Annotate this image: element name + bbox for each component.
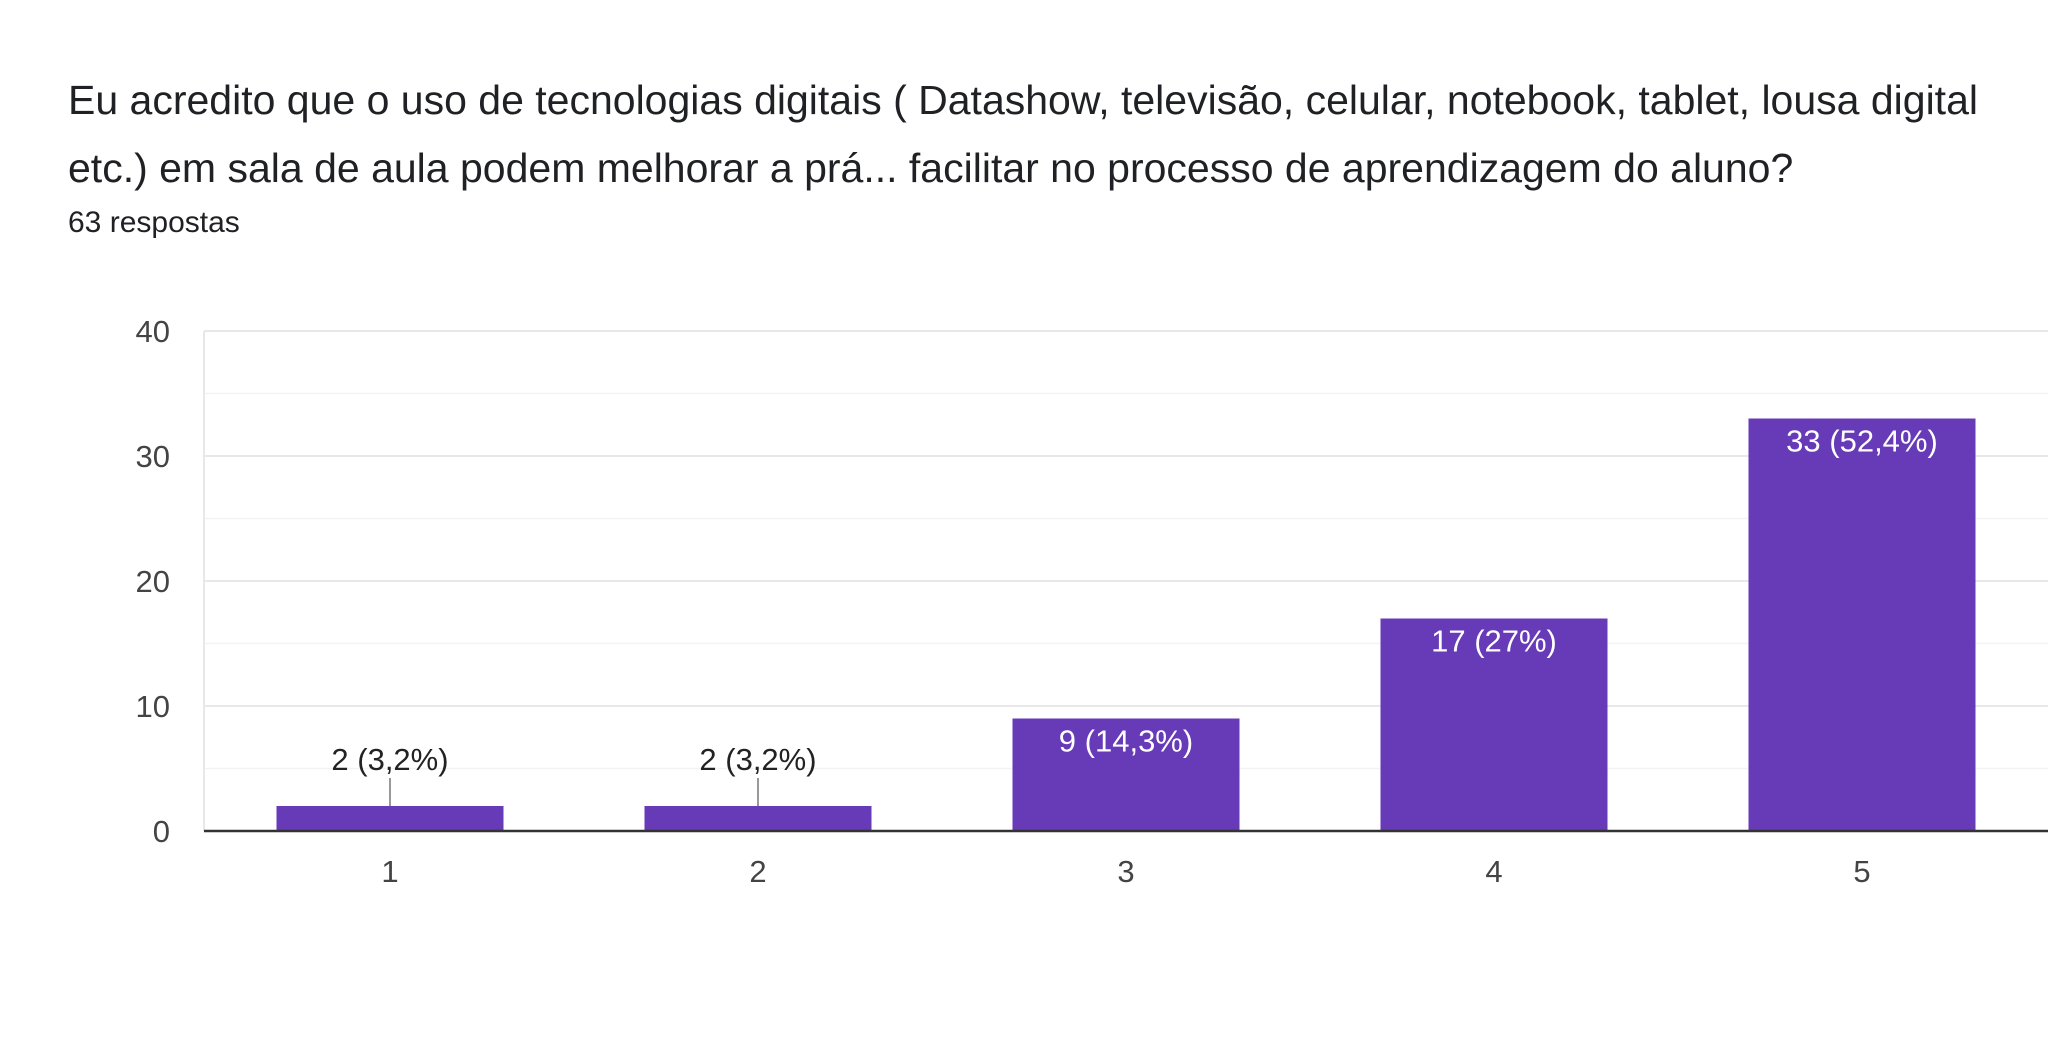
data-label: 2 (3,2%)	[331, 742, 448, 777]
y-tick-label: 10	[136, 689, 170, 724]
data-label: 9 (14,3%)	[1059, 724, 1193, 759]
response-count: 63 respostas	[68, 206, 240, 239]
x-tick-label: 4	[1485, 854, 1502, 889]
x-tick-label: 5	[1853, 854, 1870, 889]
x-tick-label: 3	[1117, 854, 1134, 889]
y-tick-label: 20	[136, 564, 170, 599]
y-tick-label: 0	[153, 814, 170, 849]
question-title: Eu acredito que o uso de tecnologias dig…	[68, 77, 1978, 191]
bar-1	[276, 806, 504, 831]
y-tick-label: 40	[136, 314, 170, 349]
bar-5	[1748, 418, 1976, 831]
x-tick-label: 2	[749, 854, 766, 889]
bar-3	[1012, 718, 1240, 831]
data-label: 17 (27%)	[1431, 624, 1557, 659]
y-tick-label: 30	[136, 439, 170, 474]
data-label: 2 (3,2%)	[699, 742, 816, 777]
bar-2	[644, 806, 872, 831]
bar-4	[1380, 618, 1608, 831]
data-label: 33 (52,4%)	[1786, 424, 1938, 459]
x-tick-label: 1	[381, 854, 398, 889]
